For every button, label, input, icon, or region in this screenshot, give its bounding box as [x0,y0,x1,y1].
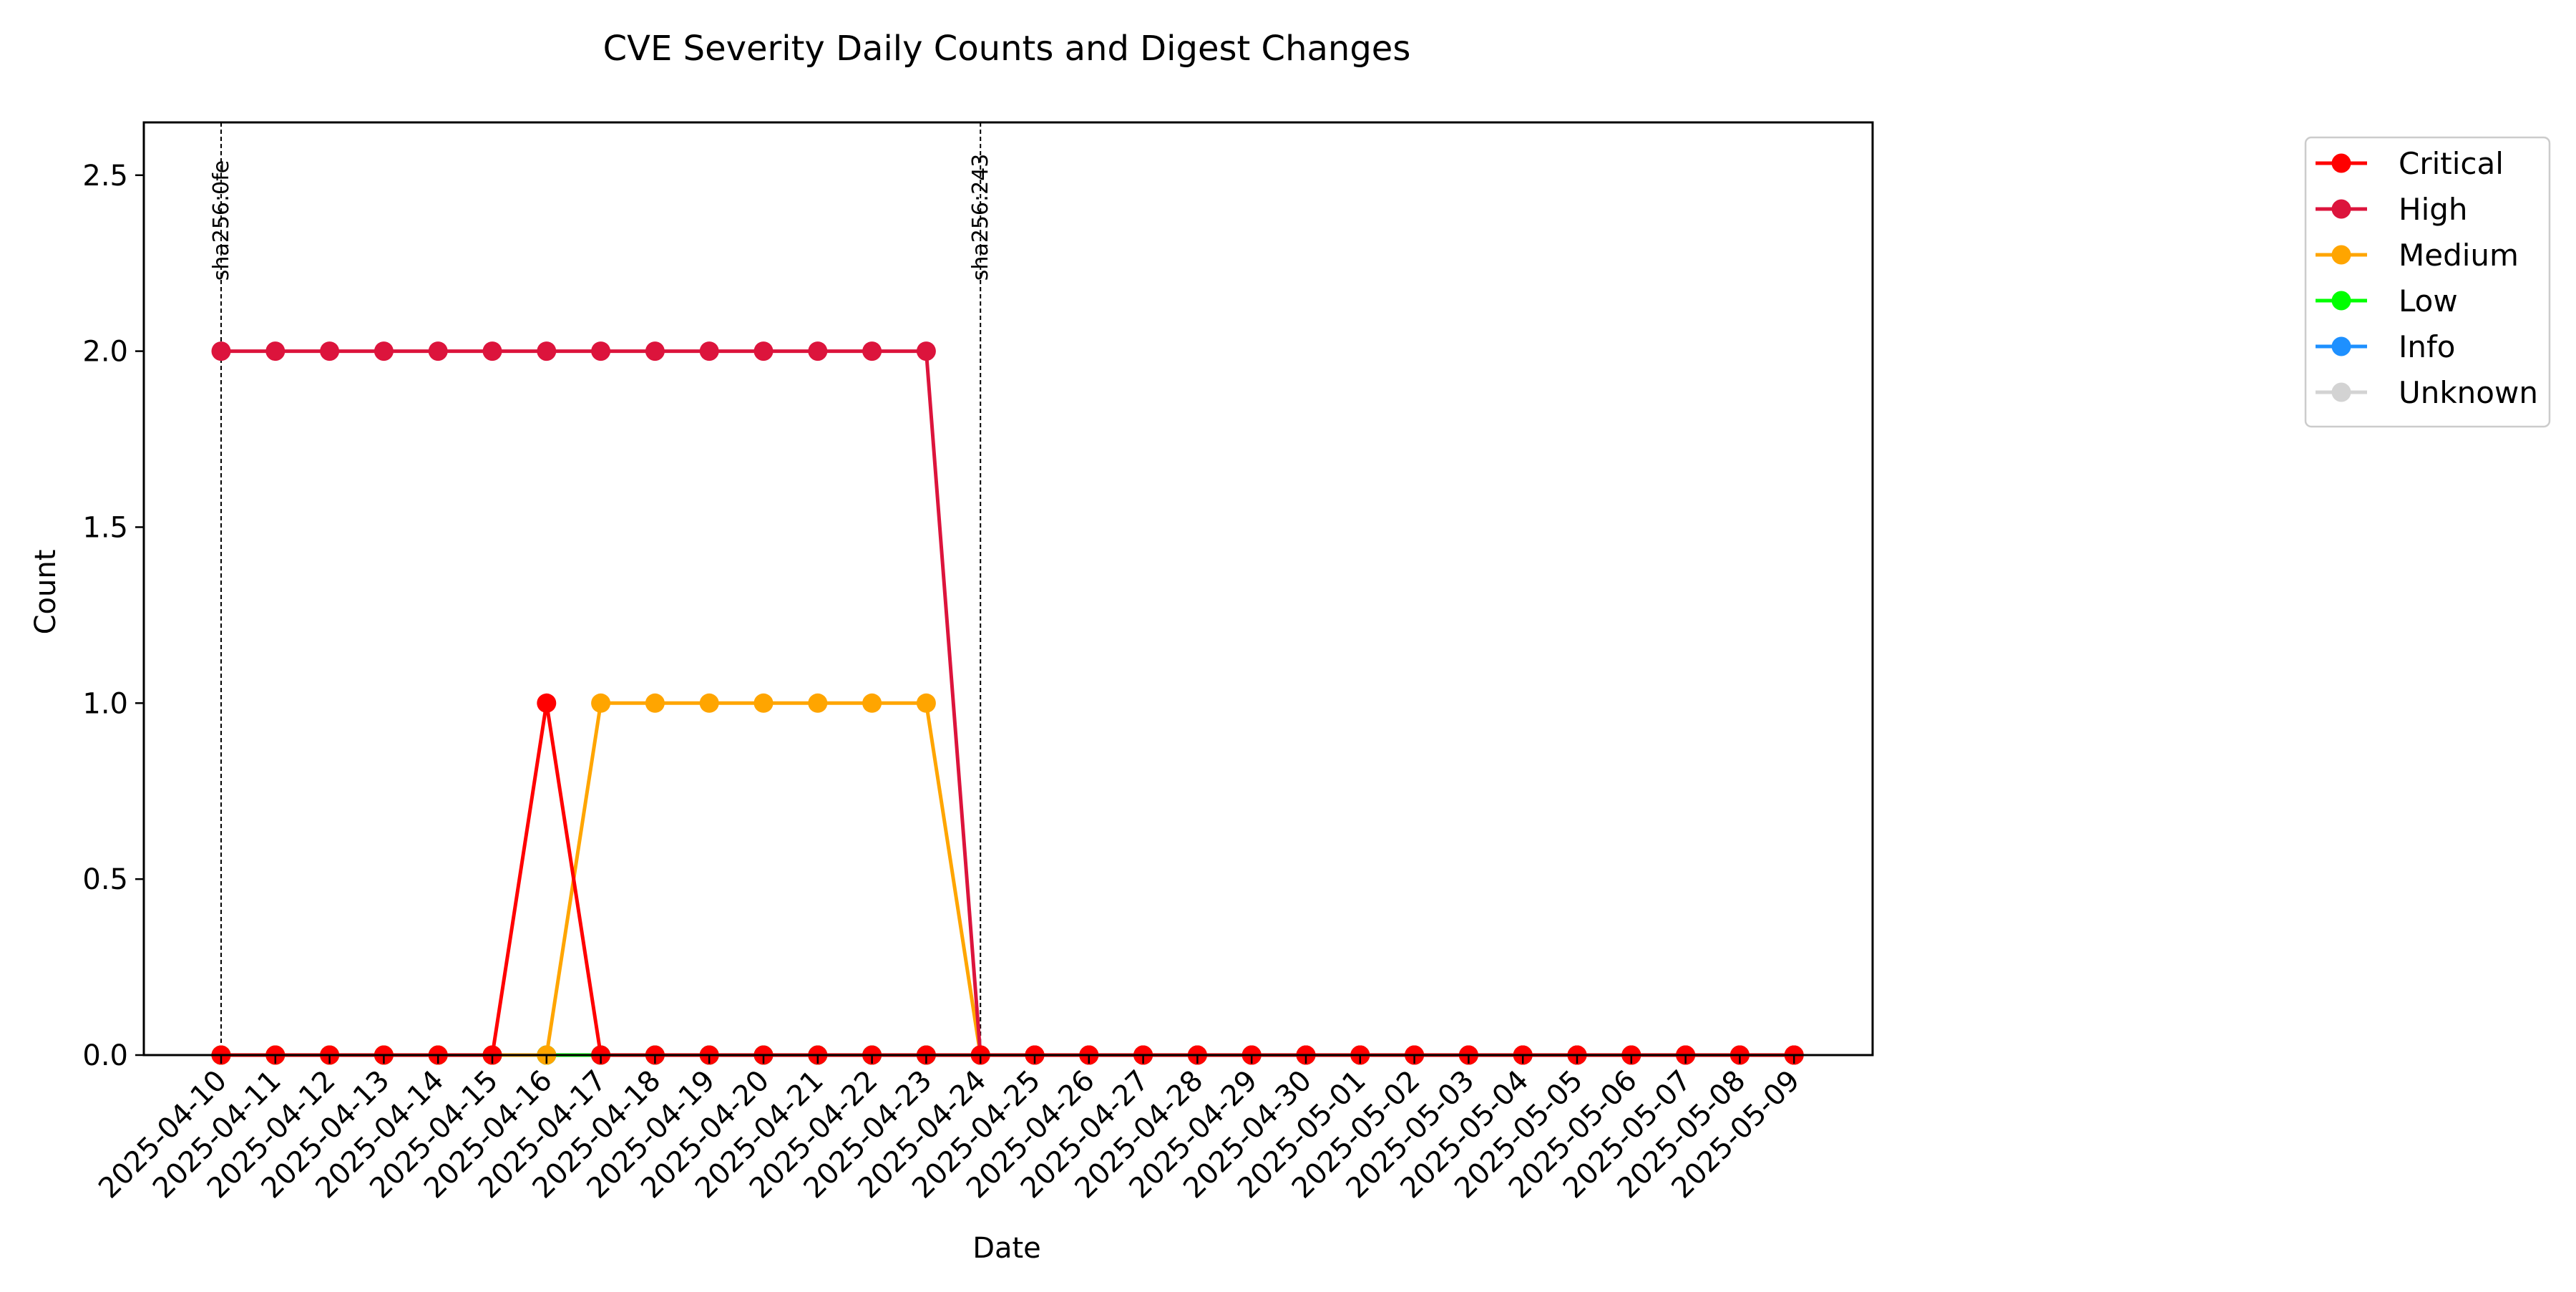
plot-area: sha256:0fe sha256:243 [209,122,1804,1065]
y-tick-label: 2.5 [82,160,128,193]
y-tick-label: 0.0 [82,1039,128,1072]
data-point [699,693,719,713]
legend-marker [2331,382,2351,402]
data-point [862,693,882,713]
series-line [221,701,1795,1057]
y-tick-label: 2.0 [82,336,128,369]
data-point [916,341,936,361]
legend-label: Low [2399,283,2458,319]
series-critical [211,693,1804,1065]
legend-marker [2331,153,2351,173]
data-point [645,341,665,361]
data-point [537,341,557,361]
data-point [808,341,828,361]
legend-item-low: Low [2316,283,2458,319]
data-point [862,341,882,361]
data-point [265,341,286,361]
legend-label: Critical [2399,146,2504,181]
digest-change-label: sha256:0fe [209,160,234,281]
legend-item-unknown: Unknown [2316,375,2538,410]
data-point [699,341,719,361]
y-tick-label: 1.5 [82,511,128,544]
data-point [753,341,774,361]
chart-title: CVE Severity Daily Counts and Digest Cha… [603,29,1411,69]
series-line [221,701,1795,1057]
data-point [916,693,936,713]
legend-item-critical: Critical [2316,146,2504,181]
legend-marker [2331,199,2351,219]
legend-item-high: High [2316,192,2468,227]
digest-change-label: sha256:243 [968,154,993,281]
y-tick-label: 0.5 [82,863,128,896]
data-point [537,693,557,713]
legend-label: Unknown [2399,375,2538,410]
data-point [374,341,394,361]
legend-marker [2331,336,2351,356]
data-point [211,341,231,361]
x-axis-label: Date [972,1232,1041,1265]
series-high [211,341,1804,1065]
legend-marker [2331,245,2351,265]
data-point [320,341,340,361]
data-point [808,693,828,713]
data-point [482,341,502,361]
legend-label: High [2399,192,2468,227]
legend-item-info: Info [2316,329,2456,364]
data-point [753,693,774,713]
data-point [645,693,665,713]
legend: Critical High Medium Low Info Unknown [2304,136,2551,428]
data-point [591,693,611,713]
series-medium [211,693,1804,1065]
data-point [591,341,611,361]
legend-label: Info [2399,329,2456,364]
y-axis-label: Count [29,550,62,635]
legend-label: Medium [2399,238,2519,273]
data-point [428,341,448,361]
axes: 0.00.51.01.52.02.52025-04-102025-04-1120… [82,121,1874,1205]
plot-frame [142,121,1874,1057]
series-line [221,349,1795,1057]
y-tick-label: 1.0 [82,687,128,720]
legend-item-medium: Medium [2316,238,2519,273]
legend-marker [2331,291,2351,311]
